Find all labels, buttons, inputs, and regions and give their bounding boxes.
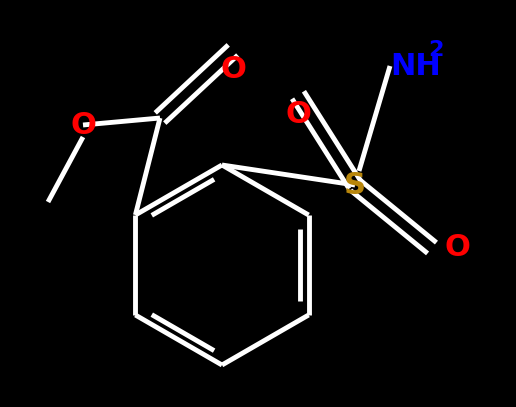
Text: O: O [444,234,470,263]
Text: NH: NH [390,52,441,81]
Text: O: O [220,55,246,84]
Text: 2: 2 [428,40,443,60]
Text: O: O [285,100,311,129]
Text: O: O [70,110,96,140]
Text: S: S [344,171,366,199]
